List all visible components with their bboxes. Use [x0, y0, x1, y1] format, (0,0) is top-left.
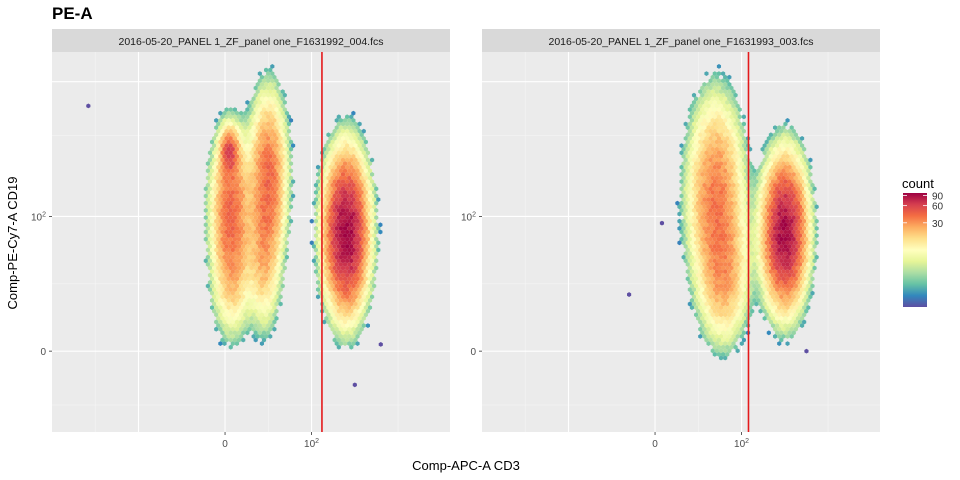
legend-break-label: 90	[932, 192, 944, 203]
facet-strip	[482, 29, 880, 52]
facet-strip	[52, 29, 450, 52]
x-tick-label: 102	[304, 438, 319, 450]
y-tick-label: 102	[31, 211, 46, 223]
facet-strip-label: 2016-05-20_PANEL 1_ZF_panel one_F1631993…	[548, 36, 813, 48]
x-axis-title: Comp-APC-A CD3	[412, 458, 520, 473]
y-tick-label: 0	[40, 347, 46, 358]
legend-break-label: 30	[932, 219, 944, 230]
y-tick-label: 102	[461, 211, 476, 223]
legend-colorbar	[903, 193, 927, 307]
hexbin-layer	[627, 64, 819, 361]
legend-title: count	[902, 176, 934, 191]
x-tick-label: 102	[734, 438, 749, 450]
x-tick-label: 0	[652, 439, 658, 450]
y-tick-label: 0	[470, 347, 476, 358]
legend-break-label: 60	[932, 202, 944, 213]
chart-title: PE-A	[52, 4, 93, 23]
facet-panel-1: 2016-05-20_PANEL 1_ZF_panel one_F1631992…	[31, 29, 450, 450]
y-axis-title: Comp-PE-Cy7-A CD19	[5, 177, 20, 310]
x-tick-label: 0	[222, 439, 228, 450]
facet-strip-label: 2016-05-20_PANEL 1_ZF_panel one_F1631992…	[118, 36, 383, 48]
facet-panel-2: 2016-05-20_PANEL 1_ZF_panel one_F1631993…	[461, 29, 880, 450]
